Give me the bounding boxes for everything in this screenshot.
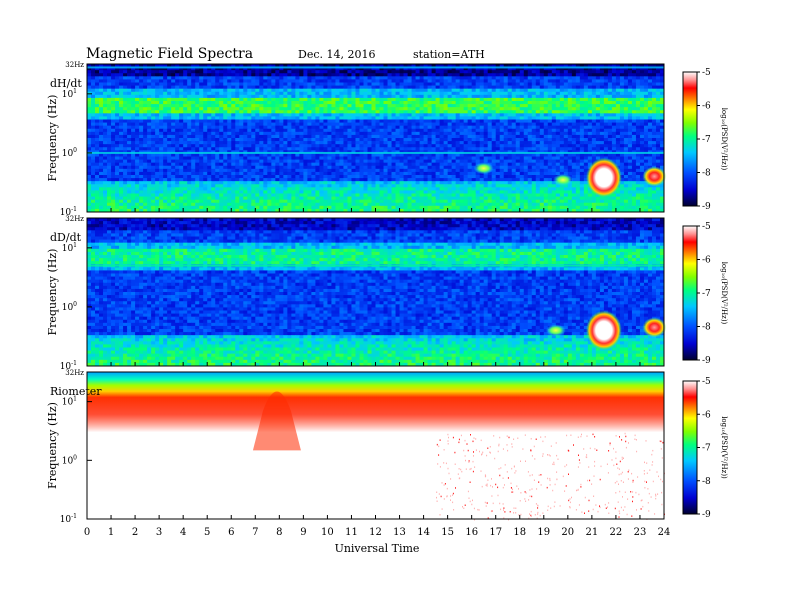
figure-title: Magnetic Field Spectra (86, 46, 253, 62)
x-tick-label-16: 16 (465, 527, 478, 538)
colorbar-tick-label-2-2: -7 (702, 289, 711, 299)
colorbar-label-3: log₁₀(PSD(V²/Hz)) (720, 416, 728, 479)
colorbar-tick-label-1-3: -8 (702, 169, 711, 179)
spectral-line-2-1 (87, 264, 664, 267)
x-tick-label-23: 23 (634, 527, 647, 538)
panel-label-3: Riometer (50, 385, 102, 398)
y-tick-exp: -1 (71, 206, 77, 213)
x-tick-label-1: 1 (108, 527, 114, 538)
colorbar-tick-label-2-3: -8 (702, 323, 711, 333)
y-tick-label-3-3: 10-1 (60, 513, 77, 525)
colorbar-tick-label-2-4: -9 (702, 356, 711, 366)
x-tick-label-19: 19 (537, 527, 550, 538)
panel-label-1: dH/dt (50, 77, 82, 90)
x-tick-label-4: 4 (180, 527, 186, 538)
y-tick-label-1-2: 100 (62, 147, 77, 159)
y-tick-label-2-0: 32Hz (65, 215, 84, 223)
y-tick-exp: 0 (73, 301, 77, 308)
x-tick-label-3: 3 (156, 527, 162, 538)
x-tick-label-8: 8 (276, 527, 282, 538)
y-tick-label-3-2: 100 (62, 454, 77, 466)
y-tick-label-1-0: 32Hz (65, 61, 84, 69)
colorbar-tick-label-2-0: -5 (702, 222, 711, 232)
x-tick-label-18: 18 (513, 527, 526, 538)
y-axis-label-3: Frequency (Hz) (46, 402, 59, 489)
y-tick-label-2-2: 100 (62, 301, 77, 313)
y-tick-exp: 1 (73, 242, 77, 249)
y-tick-exp: 0 (73, 454, 77, 461)
colorbar-tick-label-1-4: -9 (702, 202, 711, 212)
x-tick-label-24: 24 (658, 527, 671, 538)
y-tick-exp: -1 (71, 360, 77, 367)
activity-blob-2-3 (642, 317, 667, 338)
colorbar-1 (682, 71, 698, 207)
x-tick-label-22: 22 (610, 527, 623, 538)
x-tick-label-10: 10 (321, 527, 334, 538)
colorbar-tick-label-3-4: -9 (702, 510, 711, 520)
date-label: Dec. 14, 2016 (298, 48, 375, 61)
colorbar-tick-label-1-1: -6 (702, 102, 711, 112)
activity-blob-1-6 (553, 173, 573, 186)
colorbar-label-1: log₁₀(PSD(V²/Hz)) (720, 108, 728, 171)
y-tick-label-3-0: 32Hz (65, 369, 84, 377)
x-tick-label-15: 15 (441, 527, 454, 538)
y-axis-label-2: Frequency (Hz) (46, 249, 59, 336)
activity-blob-2-4 (545, 324, 566, 337)
x-tick-label-2: 2 (132, 527, 138, 538)
activity-blob-1-5 (473, 162, 494, 175)
x-tick-label-20: 20 (561, 527, 574, 538)
colorbar-tick-label-1-0: -5 (702, 68, 711, 78)
station-label: station=ATH (413, 48, 485, 61)
y-axis-label-1: Frequency (Hz) (46, 95, 59, 182)
x-tick-label-21: 21 (586, 527, 599, 538)
activity-blob-1-3 (585, 157, 622, 198)
riometer-noise (436, 432, 665, 521)
spectral-line-1-1 (87, 151, 664, 154)
x-tick-label-12: 12 (369, 527, 382, 538)
colorbar-tick-label-2-1: -6 (702, 256, 711, 266)
x-tick-label-14: 14 (417, 527, 430, 538)
spectrogram-1 (87, 64, 665, 213)
activity-blob-2-2 (585, 310, 622, 351)
riometer-spike (252, 391, 301, 451)
colorbar-3 (682, 380, 698, 515)
y-tick-exp: 1 (73, 396, 77, 403)
x-tick-label-11: 11 (345, 527, 358, 538)
colorbar-tick-label-3-2: -7 (702, 444, 711, 454)
x-axis-label: Universal Time (335, 542, 420, 555)
colorbar-label-2: log₁₀(PSD(V²/Hz)) (720, 262, 728, 325)
y-tick-exp: -1 (71, 513, 77, 520)
colorbar-tick-label-1-2: -7 (702, 135, 711, 145)
colorbar-2 (682, 225, 698, 361)
spectral-line-1-2 (87, 66, 664, 69)
x-tick-label-17: 17 (489, 527, 502, 538)
x-tick-label-6: 6 (228, 527, 234, 538)
x-tick-label-7: 7 (252, 527, 258, 538)
riometer-gradient (87, 372, 664, 433)
colorbar-tick-label-3-3: -8 (702, 477, 711, 487)
colorbar-tick-label-3-1: -6 (702, 410, 711, 420)
x-tick-label-0: 0 (84, 527, 90, 538)
y-tick-exp: 0 (73, 147, 77, 154)
colorbar-tick-label-3-0: -5 (702, 377, 711, 387)
activity-blob-1-4 (642, 166, 667, 187)
x-tick-label-9: 9 (300, 527, 306, 538)
spectrogram-2 (87, 218, 665, 367)
y-tick-exp: 1 (73, 88, 77, 95)
x-tick-label-13: 13 (393, 527, 406, 538)
panel-label-2: dD/dt (50, 231, 82, 244)
x-tick-label-5: 5 (204, 527, 210, 538)
